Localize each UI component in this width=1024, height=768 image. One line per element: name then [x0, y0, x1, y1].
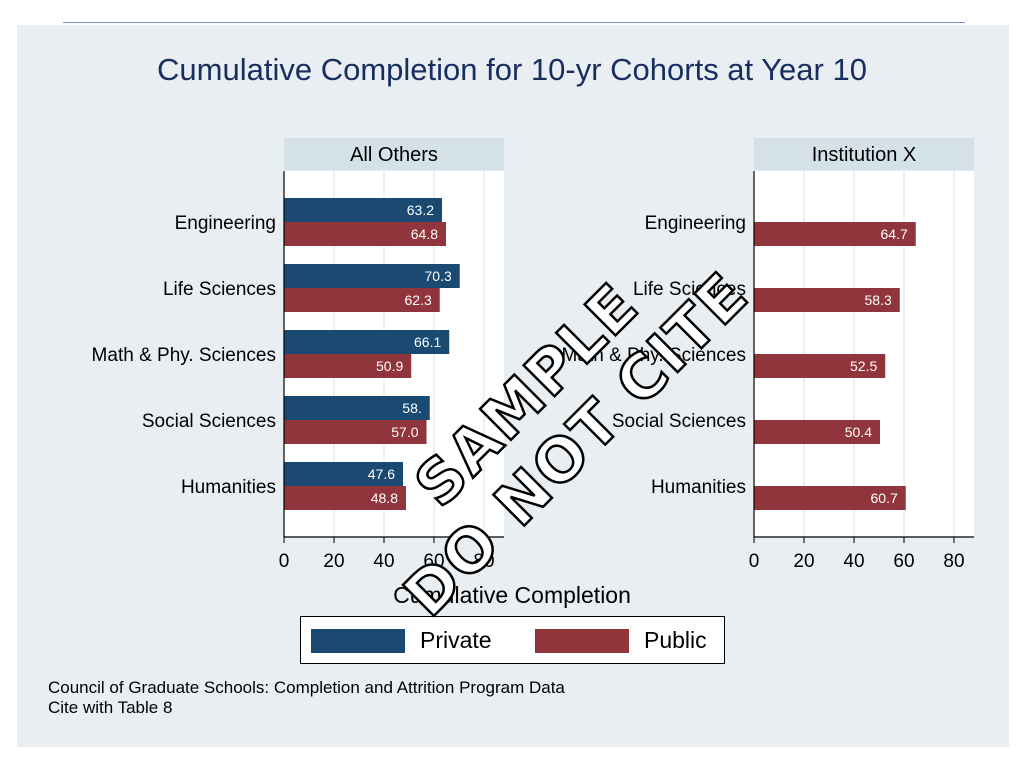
panel-institution-x-title: Institution X — [812, 144, 917, 166]
legend: Private Public — [300, 616, 725, 664]
bar-label-institution-x-public-math-phy-sciences: 52.5 — [850, 358, 877, 374]
x-tick-label-institution-x-40: 40 — [843, 551, 864, 572]
bar-all-others-private-engineering — [284, 198, 442, 222]
x-tick-label-all-others-80: 80 — [473, 551, 494, 572]
category-label-institution-x-math-phy-sciences: Math & Phy. Sciences — [562, 345, 746, 366]
x-axis-title: Cumulative Completion — [393, 582, 631, 608]
category-label-institution-x-engineering: Engineering — [645, 213, 746, 234]
x-tick-label-institution-x-20: 20 — [793, 551, 814, 572]
bar-label-all-others-private-humanities: 47.6 — [368, 466, 395, 482]
category-label-all-others-social-sciences: Social Sciences — [142, 411, 276, 432]
x-tick-label-institution-x-60: 60 — [893, 551, 914, 572]
x-tick-label-institution-x-0: 0 — [749, 551, 760, 572]
category-label-all-others-engineering: Engineering — [175, 213, 276, 234]
bar-institution-x-public-math-phy-sciences — [754, 354, 886, 378]
bar-all-others-public-humanities — [284, 486, 406, 510]
x-tick-label-all-others-0: 0 — [279, 551, 290, 572]
bar-institution-x-public-engineering — [754, 222, 916, 246]
bar-all-others-public-social-sciences — [284, 420, 427, 444]
panel-institution-x-header — [754, 138, 974, 170]
cite-note: Cite with Table 8 — [48, 698, 173, 717]
panel-all-others-header — [284, 138, 504, 170]
x-tick-label-institution-x-80: 80 — [943, 551, 964, 572]
x-tick-label-all-others-20: 20 — [323, 551, 344, 572]
chart-title: Cumulative Completion for 10-yr Cohorts … — [157, 52, 867, 87]
bar-institution-x-public-life-sciences — [754, 288, 900, 312]
legend-private-swatch — [311, 629, 405, 653]
bar-institution-x-public-humanities — [754, 486, 906, 510]
x-tick-label-all-others-40: 40 — [373, 551, 394, 572]
category-label-all-others-humanities: Humanities — [181, 477, 276, 498]
bar-all-others-public-engineering — [284, 222, 446, 246]
category-label-institution-x-life-sciences: Life Sciences — [633, 279, 746, 300]
bar-label-all-others-public-humanities: 48.8 — [371, 490, 398, 506]
category-label-all-others-life-sciences: Life Sciences — [163, 279, 276, 300]
source-note: Council of Graduate Schools: Completion … — [48, 678, 565, 697]
bar-label-all-others-public-math-phy-sciences: 50.9 — [376, 358, 403, 374]
bar-label-institution-x-public-social-sciences: 50.4 — [845, 424, 872, 440]
category-label-all-others-math-phy-sciences: Math & Phy. Sciences — [92, 345, 276, 366]
bar-label-all-others-private-social-sciences: 58. — [402, 400, 421, 416]
panel-all-others-title: All Others — [350, 144, 438, 166]
category-label-institution-x-social-sciences: Social Sciences — [612, 411, 746, 432]
bar-label-all-others-private-life-sciences: 70.3 — [425, 268, 452, 284]
legend-private-label: Private — [420, 627, 492, 653]
legend-public-swatch — [535, 629, 629, 653]
top-rule — [63, 22, 965, 23]
bar-all-others-public-life-sciences — [284, 288, 440, 312]
bar-label-institution-x-public-engineering: 64.7 — [881, 226, 908, 242]
bar-label-institution-x-public-humanities: 60.7 — [871, 490, 898, 506]
bar-all-others-private-humanities — [284, 462, 403, 486]
bar-label-all-others-public-social-sciences: 57.0 — [391, 424, 418, 440]
bar-label-all-others-public-engineering: 64.8 — [411, 226, 438, 242]
bar-all-others-private-life-sciences — [284, 264, 460, 288]
category-label-institution-x-humanities: Humanities — [651, 477, 746, 498]
bar-label-all-others-public-life-sciences: 62.3 — [405, 292, 432, 308]
legend-public-label: Public — [644, 627, 707, 653]
bar-all-others-private-social-sciences — [284, 396, 430, 420]
bar-institution-x-public-social-sciences — [754, 420, 880, 444]
bar-all-others-public-math-phy-sciences — [284, 354, 412, 378]
bar-all-others-private-math-phy-sciences — [284, 330, 450, 354]
x-tick-label-all-others-60: 60 — [423, 551, 444, 572]
bar-label-institution-x-public-life-sciences: 58.3 — [865, 292, 892, 308]
bar-label-all-others-private-math-phy-sciences: 66.1 — [414, 334, 441, 350]
bar-label-all-others-private-engineering: 63.2 — [407, 202, 434, 218]
